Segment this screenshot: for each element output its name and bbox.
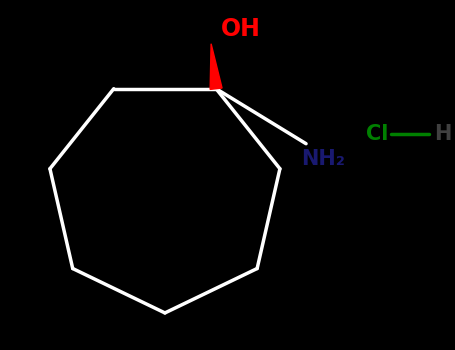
Text: NH₂: NH₂ <box>301 149 345 169</box>
Text: Cl: Cl <box>366 124 389 144</box>
Text: OH: OH <box>221 17 261 41</box>
Text: H: H <box>434 124 451 144</box>
Polygon shape <box>210 44 222 89</box>
